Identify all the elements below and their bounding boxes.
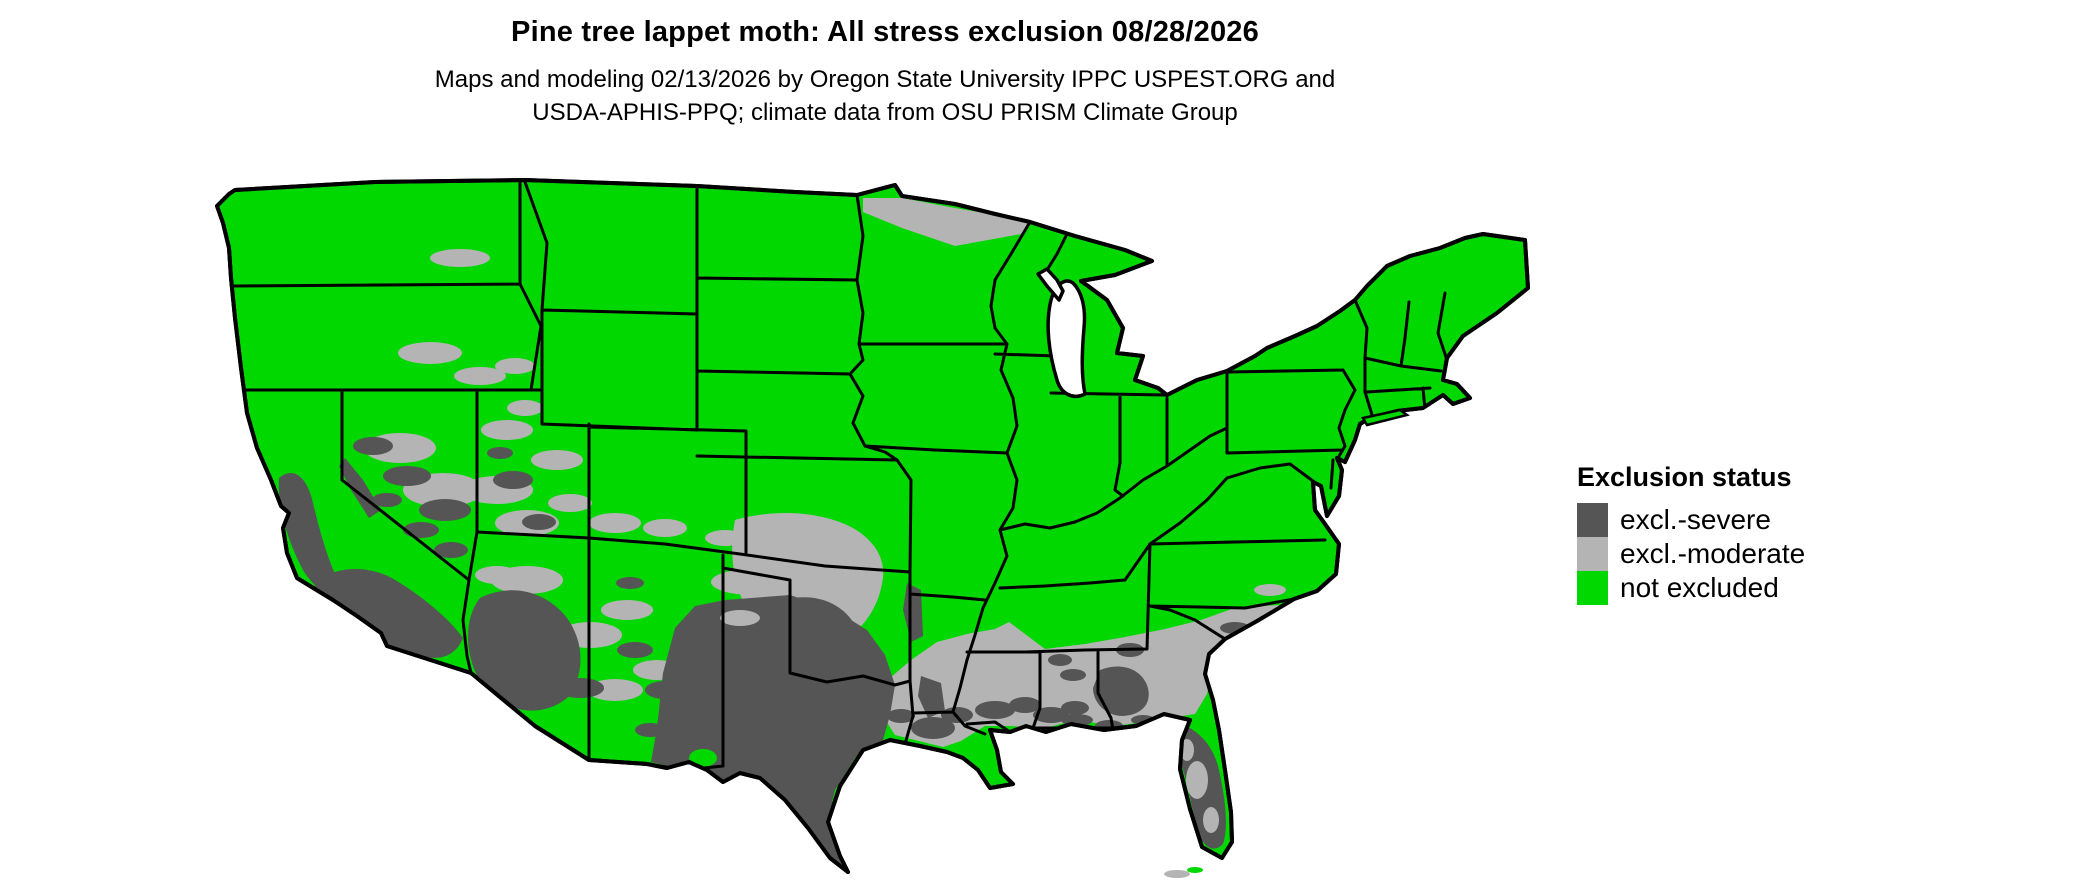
legend: Exclusion status excl.-severe excl.-mode… — [1577, 462, 1997, 605]
florida-keys — [1164, 867, 1203, 878]
map-subtitle-line2: USDA-APHIS-PPQ; climate data from OSU PR… — [532, 99, 1238, 126]
green-bay — [1036, 267, 1065, 302]
legend-item-moderate: excl.-moderate — [1577, 537, 1997, 571]
conus-map — [195, 128, 1540, 892]
map-title: Pine tree lappet moth: All stress exclus… — [511, 16, 1259, 48]
state-borders — [230, 180, 1449, 772]
long-island — [1361, 408, 1410, 427]
legend-swatch-not-excluded — [1577, 571, 1608, 605]
map-subtitle: Maps and modeling 02/13/2026 by Oregon S… — [185, 63, 1585, 129]
raster-detail-patches — [689, 590, 1219, 833]
legend-item-severe: excl.-severe — [1577, 503, 1997, 537]
legend-label-severe: excl.-severe — [1620, 504, 1771, 535]
legend-label-moderate: excl.-moderate — [1620, 538, 1806, 569]
map-subtitle-line1: Maps and modeling 02/13/2026 by Oregon S… — [434, 66, 1336, 93]
legend-swatch-moderate — [1577, 537, 1608, 571]
legend-label-not-excluded: not excluded — [1620, 572, 1779, 603]
conus-outline — [215, 178, 1530, 874]
legend-swatch-severe — [1577, 503, 1608, 537]
us-exclusion-map-svg — [215, 178, 1530, 878]
legend-title: Exclusion status — [1577, 462, 1792, 492]
legend-item-not-excluded: not excluded — [1577, 571, 1997, 605]
title-block: Pine tree lappet moth: All stress exclus… — [185, 16, 1585, 129]
